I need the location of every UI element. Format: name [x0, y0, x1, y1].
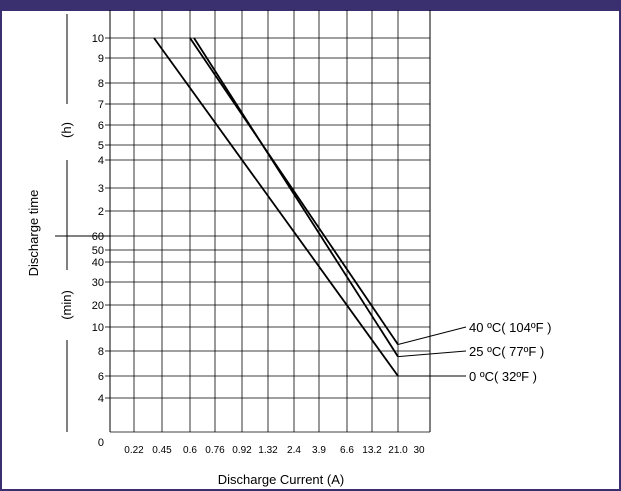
x-tick-label: 30: [413, 445, 425, 456]
y-tick-label-minutes: 4: [98, 393, 104, 405]
series-lines: [153, 37, 399, 377]
legend-leader: [397, 350, 467, 358]
x-tick-labels: 0.22 0.45 0.6 0.76 0.92 1.32 2.4 3.9 6.6 13.2 21.0…: [124, 445, 425, 456]
y-tick-label-minutes: 10: [92, 322, 104, 334]
y-tick-label-hours: 3: [98, 183, 104, 195]
legend-label: 25 ºC( 77ºF ): [469, 344, 544, 359]
y-tick-label-hours: 5: [98, 140, 104, 152]
x-axis-title: Discharge Current (A): [218, 472, 344, 487]
y-tick-label-hours: 7: [98, 99, 104, 111]
legend: 40 ºC( 104ºF ) 25 ºC( 77ºF ) 0 ºC( 32ºF ): [397, 320, 551, 384]
y-unit-hours: (h): [59, 122, 74, 138]
series-line: [189, 37, 399, 345]
x-tick-label: 0.92: [232, 445, 252, 456]
y-tick-label-hours: 2: [98, 206, 104, 218]
series-line: [153, 37, 399, 377]
y-unit-minutes: (min): [59, 290, 74, 320]
y-tick-label-hours: 6: [98, 120, 104, 132]
x-tick-label: 0.76: [205, 445, 225, 456]
y-tick-label-hours: 9: [98, 53, 104, 65]
y-tick-label-minutes: 40: [92, 257, 104, 269]
y-tick-label-hours: 10: [92, 33, 104, 45]
legend-label: 40 ºC( 104ºF ): [469, 320, 551, 335]
x-tick-label: 2.4: [287, 445, 301, 456]
y-tick-label-minutes: 8: [98, 346, 104, 358]
y-zero-label: 0: [98, 437, 104, 449]
y-tick-label-hours: 4: [98, 155, 104, 167]
y-tick-label-hours: 8: [98, 78, 104, 90]
y-tick-label-minutes: 50: [92, 245, 104, 257]
header-bar: [0, 0, 621, 10]
x-tick-label: 21.0: [388, 445, 408, 456]
x-tick-label: 1.32: [258, 445, 278, 456]
y-axis-title: Discharge time: [26, 190, 41, 277]
x-tick-label: 0.45: [152, 445, 172, 456]
y-tick-label-minutes: 30: [92, 277, 104, 289]
legend-leader: [397, 326, 467, 345]
x-tick-label: 6.6: [340, 445, 354, 456]
y-tick-label-minutes: 20: [92, 300, 104, 312]
x-tick-label: 0.6: [183, 445, 197, 456]
series-line: [193, 37, 399, 358]
grid-vertical: [133, 10, 399, 432]
x-tick-label: 3.9: [312, 445, 326, 456]
y-tick-label-minutes: 60: [92, 231, 104, 243]
x-tick-label: 13.2: [362, 445, 382, 456]
grid-horizontal: [110, 37, 430, 433]
legend-label: 0 ºC( 32ºF ): [469, 369, 537, 384]
y-tick-label-minutes: 6: [98, 371, 104, 383]
x-tick-label: 0.22: [124, 445, 144, 456]
